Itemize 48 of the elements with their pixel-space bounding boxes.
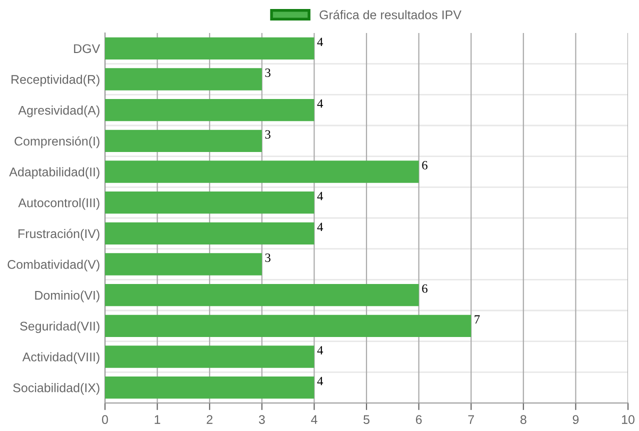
data-label: 4 — [317, 222, 324, 231]
bar — [105, 191, 314, 214]
data-label: 4 — [317, 99, 324, 108]
data-label: 3 — [265, 68, 270, 77]
bar — [105, 284, 419, 306]
x-tick-label: 6 — [416, 415, 422, 424]
x-tick-label: 9 — [572, 415, 579, 424]
bar — [105, 376, 314, 399]
data-label: 6 — [422, 161, 428, 170]
y-tick-label: Sociabilidad(IX) — [13, 383, 100, 395]
y-tick-label: Dominio(VI) — [35, 290, 100, 302]
data-label: 7 — [474, 315, 480, 324]
y-tick-label: Autocontrol(III) — [18, 198, 100, 210]
bar — [105, 253, 262, 276]
x-tick-label: 5 — [364, 415, 370, 424]
bar — [105, 98, 314, 122]
data-label: 6 — [422, 284, 428, 293]
y-tick-label: Frustración(IV) — [18, 228, 100, 241]
y-tick-label: Receptividad(R) — [12, 74, 100, 86]
data-label: 4 — [317, 38, 324, 46]
bar — [105, 346, 314, 368]
bar — [105, 222, 314, 245]
data-label: 3 — [265, 254, 270, 262]
x-tick-label: 1 — [154, 415, 160, 424]
x-tick-label: 7 — [468, 415, 474, 424]
bar — [105, 160, 419, 183]
bar — [105, 68, 262, 90]
bar — [105, 37, 314, 60]
data-label: 3 — [265, 130, 270, 139]
data-label: 4 — [317, 346, 324, 354]
x-tick-label: 0 — [102, 415, 108, 424]
data-label: 4 — [317, 192, 324, 200]
legend-label: Gráfica de resultados IPV — [320, 10, 462, 20]
y-tick-label: Actividad(VIII) — [22, 352, 100, 364]
y-tick-label: Combatividad(V) — [8, 260, 100, 272]
data-label: 4 — [317, 376, 324, 386]
bar — [105, 130, 262, 152]
x-tick-label: 3 — [258, 415, 265, 424]
x-tick-label: 8 — [520, 415, 526, 424]
bar — [105, 314, 472, 338]
y-tick-label: Comprensión(I) — [14, 136, 100, 148]
y-tick-label: Seguridad(VII) — [20, 321, 100, 334]
y-tick-label: Agresividad(A) — [18, 106, 100, 118]
x-tick-label: 4 — [311, 415, 318, 424]
y-tick-label: DGV — [74, 44, 100, 54]
y-tick-label: Adaptabilidad(II) — [9, 167, 100, 179]
x-tick-label: 2 — [206, 415, 212, 424]
x-tick-label: 10 — [622, 415, 634, 424]
